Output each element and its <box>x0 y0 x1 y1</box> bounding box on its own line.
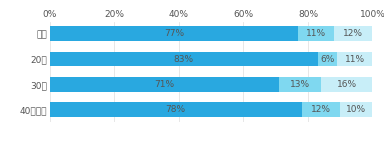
Bar <box>337 52 372 66</box>
Bar <box>50 52 318 66</box>
Text: 12%: 12% <box>343 29 363 38</box>
Text: 12%: 12% <box>311 105 331 114</box>
Bar <box>321 77 372 92</box>
Bar <box>50 77 279 92</box>
Bar <box>334 26 372 41</box>
Text: 11%: 11% <box>306 29 326 38</box>
Bar <box>279 77 321 92</box>
Text: 13%: 13% <box>290 80 310 89</box>
Bar <box>50 26 298 41</box>
Text: 83%: 83% <box>174 55 194 64</box>
Bar <box>298 26 334 41</box>
Bar <box>301 102 340 117</box>
Bar <box>318 52 337 66</box>
Text: 16%: 16% <box>337 80 357 89</box>
Text: 10%: 10% <box>346 105 366 114</box>
Bar <box>50 102 301 117</box>
Bar <box>340 102 372 117</box>
Text: 77%: 77% <box>164 29 184 38</box>
Text: 71%: 71% <box>154 80 174 89</box>
Text: 78%: 78% <box>166 105 186 114</box>
Text: 11%: 11% <box>345 55 365 64</box>
Text: 6%: 6% <box>320 55 334 64</box>
